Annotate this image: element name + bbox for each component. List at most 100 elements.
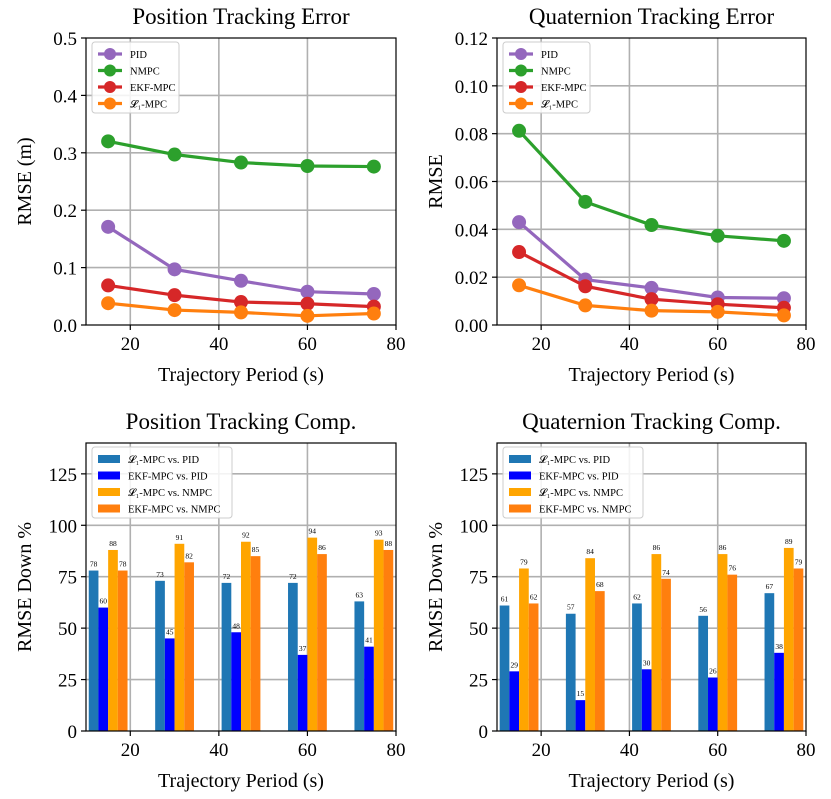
data-point [578,298,593,313]
data-point [644,280,659,295]
chart-title: Quaternion Tracking Comp. [522,409,781,434]
data-point [366,306,381,321]
data-point [167,288,182,303]
chart-quat-err: 20 40 60 80 0.00 0.02 0.04 0.06 0.08 0.10 0.12 Quat… [425,4,816,386]
data-point [300,308,315,323]
legend: PID NMPC EKF-MPC 𝓛₁-MPC [502,41,591,114]
bar [641,669,652,731]
y-tick-label: 0 [479,722,489,743]
legend-box [91,446,233,519]
data-point [512,215,527,230]
legend-swatch [509,488,531,496]
y-tick-label: 0.3 [53,144,77,165]
data-point [710,228,725,243]
data-point [167,147,182,162]
legend-label: NMPC [130,67,160,78]
legend-label: EKF-MPC [130,83,176,94]
bar [499,605,510,731]
legend-label: 𝓛₁-MPC vs. PID [539,453,611,466]
legend-box [502,41,591,114]
data-point [512,123,527,138]
bar [509,671,520,731]
data-point [234,155,248,170]
bar [184,562,194,731]
data-label: 76 [729,564,737,573]
data-point [234,305,248,320]
data-label: 74 [662,568,670,577]
chart-title: Quaternion Tracking Error [529,4,775,29]
bar [250,556,261,731]
data-label: 93 [375,529,383,538]
data-point [101,219,116,234]
data-label: 72 [223,572,231,581]
data-label: 26 [709,667,717,676]
bar [594,591,605,731]
data-point [234,273,248,288]
data-label: 29 [510,660,518,669]
data-point [101,278,116,293]
legend-marker [104,97,116,110]
bar [317,554,327,731]
x-tick-label: 40 [620,334,639,355]
data-label: 79 [520,557,528,566]
data-point [167,262,182,277]
x-tick-label: 40 [209,334,228,355]
legend-swatch [509,504,531,513]
y-tick-label: 0.2 [53,201,77,222]
bar [373,539,384,731]
plot-frame [85,37,397,326]
data-point [644,303,659,318]
data-label: 78 [90,560,98,569]
legend-label: EKF-MPC [541,83,587,94]
y-tick-label: 100 [460,516,489,537]
data-label: 60 [100,597,108,606]
data-point [366,159,381,174]
data-point [300,296,315,311]
data-point [578,194,593,209]
data-label: 86 [653,543,661,552]
y-axis-label: RMSE [425,154,447,208]
data-label: 61 [501,595,509,604]
bar [155,580,165,731]
data-label: 88 [385,539,393,548]
legend-label: 𝓛₁-MPC vs. NMPC [539,486,623,499]
data-label: 88 [109,539,117,548]
bar [174,543,185,731]
data-label: 15 [577,689,585,698]
bar [575,700,586,731]
y-tick-label: 125 [49,465,78,486]
bar [221,582,232,731]
data-point [167,303,182,318]
legend-label: PID [541,50,558,61]
y-axis-label: RMSE Down % [425,522,447,652]
legend-label: EKF-MPC vs. NMPC [539,505,632,516]
data-label: 56 [699,605,707,614]
bar [708,677,718,731]
data-label: 62 [530,592,538,601]
data-point [644,292,659,307]
data-label: 92 [242,531,250,540]
y-tick-label: 0.0 [53,316,77,337]
bar [383,549,394,731]
data-label: 30 [643,658,651,667]
x-tick-label: 60 [298,334,317,355]
bar [651,554,662,731]
legend: PID NMPC EKF-MPC 𝓛₁-MPC [91,41,180,114]
data-label: 86 [318,543,326,552]
bar [519,568,529,731]
legend-label: EKF-MPC vs. PID [539,472,619,483]
bar [727,574,738,731]
data-label: 41 [365,636,373,645]
y-tick-label: 25 [469,671,488,692]
data-label: 79 [795,557,803,566]
bar [774,652,784,731]
bar [717,554,728,731]
x-tick-label: 20 [532,740,551,761]
data-point [644,218,659,233]
data-label: 38 [775,642,783,651]
bar [354,601,365,731]
legend: 𝓛₁-MPC vs. PID EKF-MPC vs. PID 𝓛₁-MPC vs. … [91,446,233,519]
data-label: 68 [596,580,604,589]
chart-title: Position Tracking Error [132,4,350,29]
